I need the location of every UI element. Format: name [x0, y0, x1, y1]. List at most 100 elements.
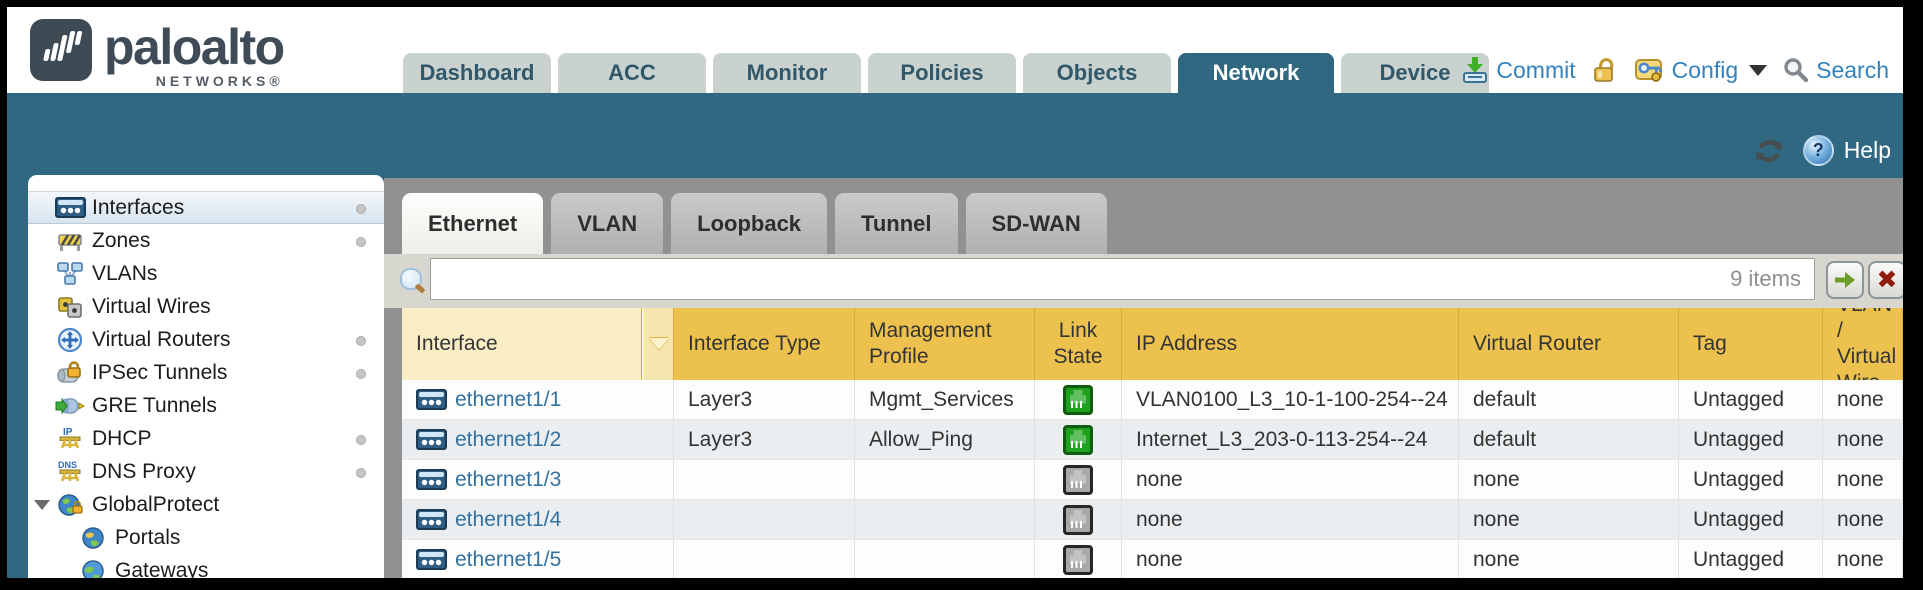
help-button[interactable]: Help	[1802, 135, 1891, 166]
link-state-icon	[1063, 544, 1093, 575]
table-row[interactable]: ethernet1/5 none none Untagged none	[402, 540, 1903, 578]
network-subtabs: Ethernet VLAN Loopback Tunnel SD-WAN	[402, 193, 1115, 254]
item-menu-dot	[356, 434, 366, 445]
clear-filter-button[interactable]: ✖	[1868, 261, 1903, 299]
sidebar-item-portals[interactable]: Portals	[28, 521, 384, 554]
tab-objects[interactable]: Objects	[1023, 53, 1171, 93]
top-header-bar: paloalto NETWORKS® Dashboard ACC Monitor…	[7, 7, 1903, 93]
paloalto-logo-icon	[30, 19, 92, 81]
dhcp-icon: IP	[55, 426, 85, 452]
column-sort-dropdown[interactable]	[642, 308, 674, 380]
brand-name: paloalto	[104, 19, 285, 75]
gateways-icon	[78, 558, 108, 578]
ethernet-port-icon	[416, 509, 447, 530]
tab-network[interactable]: Network	[1178, 53, 1334, 93]
column-header-management-profile[interactable]: Management Profile	[855, 308, 1035, 380]
link-state-icon	[1063, 504, 1093, 535]
sidebar-item-gateways[interactable]: Gateways	[28, 554, 384, 578]
globalprotect-icon	[55, 492, 85, 518]
virtual-routers-icon	[55, 327, 85, 353]
zones-icon	[55, 228, 85, 254]
ethernet-port-icon	[416, 389, 447, 410]
table-row[interactable]: ethernet1/3 none none Untagged none	[402, 460, 1903, 500]
apply-filter-button[interactable]	[1826, 261, 1864, 299]
column-header-interface-type[interactable]: Interface Type	[674, 308, 855, 380]
filter-search-icon	[398, 266, 428, 298]
ethernet-port-icon	[416, 429, 447, 450]
item-menu-dot	[356, 467, 366, 478]
link-state-icon	[1063, 464, 1093, 495]
main-panel: Ethernet VLAN Loopback Tunnel SD-WAN 9 i…	[384, 178, 1903, 578]
sidebar-item-interfaces[interactable]: Interfaces	[28, 191, 384, 224]
help-icon	[1802, 135, 1834, 166]
interface-link[interactable]: ethernet1/3	[455, 467, 562, 491]
ipsec-tunnels-icon	[55, 360, 85, 386]
chevron-down-icon	[1749, 64, 1768, 76]
secondary-toolbar: Help	[7, 93, 1903, 178]
link-state-icon	[1063, 424, 1093, 455]
svg-text:DNS: DNS	[58, 460, 77, 470]
lock-icon	[1592, 56, 1618, 84]
link-state-icon	[1063, 384, 1093, 415]
sidebar-item-vlans[interactable]: VLANs	[28, 257, 384, 290]
sidebar-item-gre-tunnels[interactable]: GRE Tunnels	[28, 389, 384, 422]
subtab-vlan[interactable]: VLAN	[551, 193, 664, 254]
config-icon	[1634, 57, 1665, 84]
network-sidebar: Interfaces Zones	[28, 175, 384, 578]
interfaces-table: Interface Interface Type Management Prof…	[402, 308, 1903, 578]
brand-subtitle: NETWORKS®	[155, 73, 284, 89]
item-menu-dot	[356, 335, 366, 346]
table-header-row: Interface Interface Type Management Prof…	[402, 308, 1903, 380]
tab-policies[interactable]: Policies	[868, 53, 1016, 93]
main-nav-tabs: Dashboard ACC Monitor Policies Objects N…	[403, 53, 1496, 93]
search-icon	[1783, 57, 1809, 83]
interface-link[interactable]: ethernet1/1	[455, 387, 562, 411]
lock-button[interactable]	[1592, 56, 1618, 84]
subtab-loopback[interactable]: Loopback	[671, 193, 828, 254]
sort-indicator-icon	[648, 338, 669, 350]
table-row[interactable]: ethernet1/1 Layer3 Mgmt_Services VLAN010…	[402, 380, 1903, 420]
svg-text:IP: IP	[63, 427, 73, 438]
column-header-virtual-router[interactable]: Virtual Router	[1459, 308, 1679, 380]
sidebar-item-zones[interactable]: Zones	[28, 224, 384, 257]
gre-tunnels-icon	[55, 393, 85, 419]
sidebar-item-globalprotect[interactable]: GlobalProtect	[28, 488, 384, 521]
refresh-icon[interactable]	[1753, 137, 1785, 165]
interfaces-icon	[54, 195, 86, 221]
config-button[interactable]: Config	[1634, 57, 1768, 84]
ethernet-port-icon	[416, 469, 447, 490]
tab-dashboard[interactable]: Dashboard	[403, 53, 551, 93]
tab-monitor[interactable]: Monitor	[713, 53, 861, 93]
filter-toolbar: 9 items ✖	[384, 254, 1903, 308]
subtab-tunnel[interactable]: Tunnel	[835, 193, 958, 254]
sidebar-item-ipsec-tunnels[interactable]: IPSec Tunnels	[28, 356, 384, 389]
column-header-tag[interactable]: Tag	[1679, 308, 1823, 380]
interface-link[interactable]: ethernet1/5	[455, 547, 562, 571]
ethernet-port-icon	[416, 549, 447, 570]
item-menu-dot	[356, 203, 366, 214]
top-action-links: Commit	[1459, 55, 1889, 85]
table-row[interactable]: ethernet1/4 none none Untagged none	[402, 500, 1903, 540]
subtab-ethernet[interactable]: Ethernet	[402, 193, 544, 254]
table-row[interactable]: ethernet1/2 Layer3 Allow_Ping Internet_L…	[402, 420, 1903, 460]
sidebar-item-dhcp[interactable]: IP DHCP	[28, 422, 384, 455]
sidebar-item-dns-proxy[interactable]: DNS DNS Proxy	[28, 455, 384, 488]
column-header-vlan-virtual-wire[interactable]: VLAN / Virtual Wire	[1823, 308, 1903, 380]
clear-x-icon: ✖	[1876, 265, 1898, 294]
column-header-ip-address[interactable]: IP Address	[1122, 308, 1459, 380]
sidebar-item-virtual-routers[interactable]: Virtual Routers	[28, 323, 384, 356]
interface-link[interactable]: ethernet1/4	[455, 507, 562, 531]
filter-input[interactable]	[430, 258, 1815, 300]
sidebar-item-virtual-wires[interactable]: Virtual Wires	[28, 290, 384, 323]
commit-button[interactable]: Commit	[1459, 55, 1576, 85]
green-arrow-icon	[1835, 272, 1855, 288]
subtab-sdwan[interactable]: SD-WAN	[965, 193, 1107, 254]
portals-icon	[78, 525, 108, 551]
search-button[interactable]: Search	[1783, 57, 1889, 84]
interface-link[interactable]: ethernet1/2	[455, 427, 562, 451]
column-header-link-state[interactable]: Link State	[1035, 308, 1122, 380]
column-header-interface[interactable]: Interface	[402, 308, 642, 380]
expand-collapse-icon[interactable]	[34, 500, 50, 510]
tab-acc[interactable]: ACC	[558, 53, 706, 93]
item-menu-dot	[356, 368, 366, 379]
